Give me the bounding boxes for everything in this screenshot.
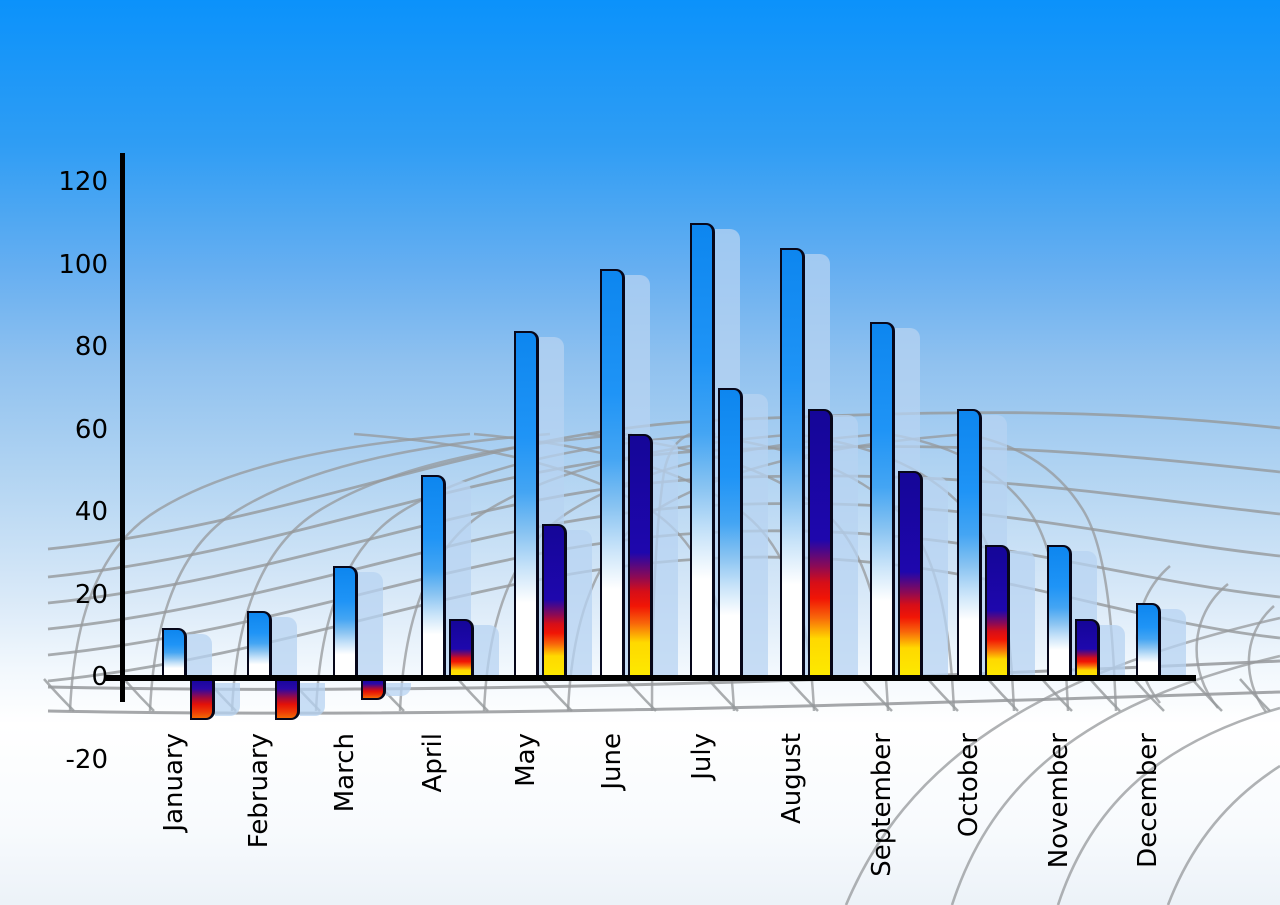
x-category-label: January	[159, 733, 189, 832]
y-tick-label: 100	[58, 249, 108, 280]
y-tick-label: 80	[74, 332, 108, 362]
grid-line	[861, 678, 893, 712]
bar-september-series1	[870, 322, 895, 679]
grid-line	[1166, 764, 1280, 905]
echo-october-series2	[1010, 551, 1035, 677]
echo-december-series1	[1161, 608, 1186, 677]
bar-july-series1	[690, 223, 715, 679]
grid-line	[707, 678, 739, 712]
echo-november-series2	[1100, 625, 1125, 677]
echo-january-series2	[215, 683, 240, 717]
grid-line	[1056, 706, 1280, 905]
bar-july-series2	[718, 388, 743, 679]
bar-october-series1	[957, 408, 982, 679]
grid-line	[1089, 678, 1121, 712]
bar-november-series1	[1047, 545, 1072, 679]
y-axis-line	[120, 153, 125, 702]
echo-may-series2	[567, 530, 592, 677]
grid-line	[927, 678, 959, 712]
echo-july-series2	[743, 394, 768, 677]
bar-march-series2	[361, 679, 386, 700]
echo-february-series1	[272, 617, 297, 677]
bar-february-series2	[275, 679, 300, 721]
y-tick-label: 120	[58, 167, 108, 197]
y-tick-label: 0	[91, 662, 108, 692]
bar-april-series1	[421, 474, 446, 679]
bar-november-series2	[1075, 619, 1100, 679]
grid-line	[987, 678, 1019, 712]
bar-september-series2	[898, 470, 923, 679]
echo-february-series2	[300, 683, 325, 717]
y-tick-label: 20	[74, 579, 108, 610]
y-tick-label: -20	[65, 744, 108, 775]
x-category-label: April	[418, 733, 448, 793]
x-category-label: September	[867, 733, 897, 877]
echo-june-series2	[653, 439, 678, 677]
bar-december-series1	[1136, 602, 1161, 679]
bar-may-series1	[514, 330, 539, 679]
bar-march-series1	[333, 565, 358, 679]
bar-january-series2	[190, 679, 215, 721]
bar-august-series1	[780, 248, 805, 679]
x-category-label: March	[330, 733, 360, 813]
bar-may-series2	[542, 524, 567, 679]
grid-line	[1133, 678, 1165, 712]
x-category-label: August	[777, 733, 807, 824]
x-category-label: May	[511, 733, 541, 787]
bar-june-series2	[628, 433, 653, 679]
grid-line	[541, 678, 573, 712]
y-tick-label: 40	[74, 497, 108, 527]
grid-line	[1239, 678, 1271, 712]
x-category-label: February	[244, 733, 274, 849]
bar-january-series1	[162, 627, 187, 679]
grid-line	[68, 432, 471, 712]
bar-april-series2	[449, 619, 474, 679]
bar-february-series1	[247, 611, 272, 679]
y-tick-label: 60	[74, 414, 108, 445]
x-axis-line	[104, 675, 1196, 681]
grid-line	[1041, 678, 1073, 712]
grid-line	[787, 678, 819, 712]
grid-line	[123, 678, 155, 712]
bar-june-series1	[600, 268, 625, 679]
bar-october-series2	[985, 545, 1010, 679]
echo-april-series2	[474, 625, 499, 677]
echo-august-series2	[833, 414, 858, 677]
grid-line	[457, 678, 489, 712]
bar-august-series2	[808, 408, 833, 679]
echo-september-series2	[923, 476, 948, 677]
echo-march-series1	[358, 571, 383, 677]
x-category-label: October	[954, 733, 984, 838]
echo-march-series2	[386, 683, 411, 696]
grid-line	[950, 654, 1280, 905]
x-category-label: December	[1133, 733, 1163, 868]
x-category-label: November	[1044, 733, 1074, 869]
grid-line	[43, 678, 75, 712]
echo-january-series1	[187, 633, 212, 677]
grid-line	[625, 678, 657, 712]
x-category-label: June	[597, 733, 627, 790]
x-category-label: July	[687, 733, 717, 780]
